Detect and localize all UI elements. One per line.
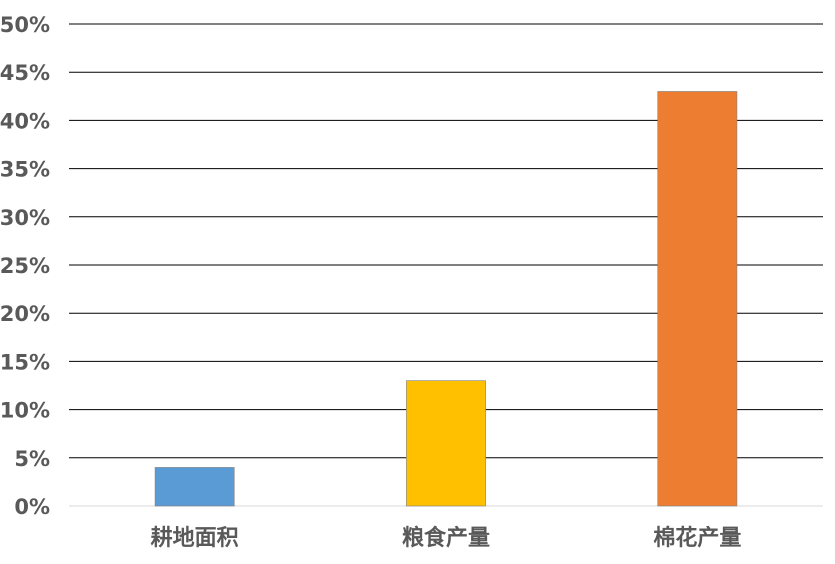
y-tick-label: 5%	[14, 447, 50, 471]
y-tick-label: 25%	[0, 254, 50, 278]
y-tick-label: 10%	[0, 399, 50, 423]
x-axis-category-labels: 耕地面积 粮食产量 棉花产量	[151, 525, 742, 551]
y-tick-label: 35%	[0, 158, 50, 182]
y-tick-label: 45%	[0, 61, 50, 85]
bar-3	[657, 91, 738, 507]
y-tick-label: 50%	[0, 13, 50, 37]
y-tick-label: 40%	[0, 109, 50, 133]
bar-2	[406, 380, 486, 507]
y-axis-tick-labels: 0% 5% 10% 15% 20% 25% 30% 35% 40% 45% 50%	[0, 13, 50, 519]
x-category-label: 耕地面积	[151, 525, 239, 551]
x-category-label: 棉花产量	[653, 525, 741, 551]
y-tick-label: 0%	[14, 495, 50, 519]
x-category-label: 粮食产量	[402, 525, 490, 551]
y-tick-label: 20%	[0, 302, 50, 326]
y-tick-label: 30%	[0, 206, 50, 230]
y-tick-label: 15%	[0, 350, 50, 374]
bar-1	[154, 467, 235, 507]
bar-series	[154, 91, 738, 507]
